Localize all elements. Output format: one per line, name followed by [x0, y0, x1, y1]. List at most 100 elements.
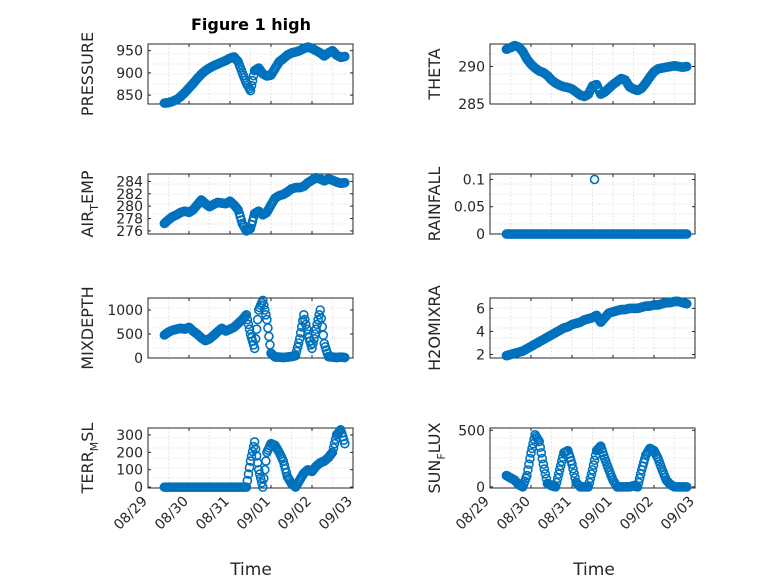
y-axis-label: SUNFLUX — [425, 422, 448, 493]
x-tick-label: 08/29 — [111, 494, 151, 534]
data-point — [232, 203, 242, 214]
data-point — [550, 482, 561, 492]
data-point — [241, 482, 252, 492]
data-point — [301, 319, 311, 330]
x-tick-label: 08/31 — [193, 494, 233, 534]
y-tick-label: 100 — [116, 463, 143, 479]
data-point — [540, 469, 551, 479]
data-point — [307, 343, 317, 354]
data-point — [568, 463, 578, 474]
data-point — [633, 477, 644, 488]
data-point — [241, 309, 252, 320]
y-tick-label: 6 — [476, 301, 485, 317]
data-point — [259, 300, 269, 311]
data-point — [328, 443, 339, 453]
data-point — [250, 333, 261, 344]
data-point — [555, 460, 566, 471]
data-point — [260, 305, 270, 315]
data-point — [594, 442, 605, 453]
data-point — [553, 469, 564, 479]
y-axis-label: H2OMIXRA — [425, 285, 444, 371]
data-point — [308, 338, 318, 349]
data-point — [300, 314, 310, 325]
data-point — [244, 324, 255, 335]
data-point — [589, 455, 600, 466]
y-tick-label: 0 — [134, 351, 143, 367]
data-point — [243, 319, 254, 330]
x-tick-label: 09/02 — [617, 494, 657, 534]
data-point — [302, 324, 312, 335]
data-point — [249, 343, 260, 354]
data-point — [524, 459, 534, 470]
data-point — [249, 437, 260, 447]
data-point — [536, 448, 547, 458]
y-tick-label: 276 — [116, 224, 143, 240]
data-point — [262, 314, 272, 325]
data-point — [634, 473, 645, 484]
x-axis-label-right: Time — [572, 560, 615, 580]
data-point — [681, 482, 692, 492]
x-tick-label: 09/01 — [576, 494, 616, 534]
data-point — [588, 460, 599, 470]
data-point — [309, 333, 319, 344]
axes-frame — [147, 43, 354, 105]
y-tick-label: 500 — [458, 423, 485, 439]
y-tick-label: 900 — [116, 66, 143, 82]
data-point — [246, 451, 257, 462]
data-point — [551, 477, 562, 488]
data-point — [523, 465, 533, 475]
data-point — [246, 80, 257, 91]
data-point — [525, 453, 535, 464]
y-tick-label: 0.1 — [463, 172, 485, 188]
data-point — [537, 453, 548, 464]
x-tick-label: 09/02 — [275, 494, 315, 534]
axes-frame — [489, 297, 696, 359]
subplot-1: 850 900 950 PRESSURE — [78, 32, 354, 116]
data-point — [243, 469, 254, 479]
data-point — [526, 448, 536, 458]
data-point — [567, 459, 577, 470]
y-tick-label: 4 — [476, 324, 485, 340]
data-point — [326, 448, 337, 459]
data-point — [681, 61, 692, 72]
data-point — [250, 444, 261, 454]
data-point — [535, 442, 546, 453]
subplot-4: 0 0.05 0.1 RAINFALL — [425, 167, 696, 243]
subplot-5: 0 500 1000 MIXDEPTH — [78, 286, 354, 370]
data-point — [264, 331, 274, 342]
y-tick-label: 282 — [116, 187, 143, 203]
data-point — [632, 482, 643, 492]
data-point — [329, 438, 340, 449]
x-tick-label: 08/30 — [494, 494, 534, 534]
data-point — [242, 475, 253, 486]
data-point — [298, 309, 309, 320]
data-point — [245, 85, 256, 96]
y-axis-label: TERRMSL — [78, 423, 101, 495]
data-point — [584, 477, 595, 488]
data-point — [261, 456, 271, 466]
data-point — [586, 469, 597, 479]
y-axis-label: THETA — [425, 48, 444, 100]
y-tick-label: 0 — [476, 227, 485, 243]
data-point — [589, 174, 600, 185]
data-point — [253, 464, 264, 475]
subplot-2: 285 290 THETA — [425, 40, 696, 113]
data-point — [311, 324, 321, 335]
data-point — [242, 314, 253, 325]
subplot-6: 2 4 6 H2OMIXRA — [425, 285, 696, 371]
y-tick-label: 1000 — [107, 303, 143, 319]
data-point — [556, 456, 567, 467]
data-point — [265, 339, 275, 350]
data-point — [259, 473, 269, 484]
y-axis-label: MIXDEPTH — [78, 286, 97, 369]
data-point — [339, 51, 350, 62]
data-point — [290, 350, 301, 361]
data-point — [681, 229, 692, 239]
axes-frame — [147, 297, 354, 359]
axes-frame — [489, 43, 696, 105]
data-point — [257, 482, 268, 492]
data-point — [339, 177, 350, 188]
